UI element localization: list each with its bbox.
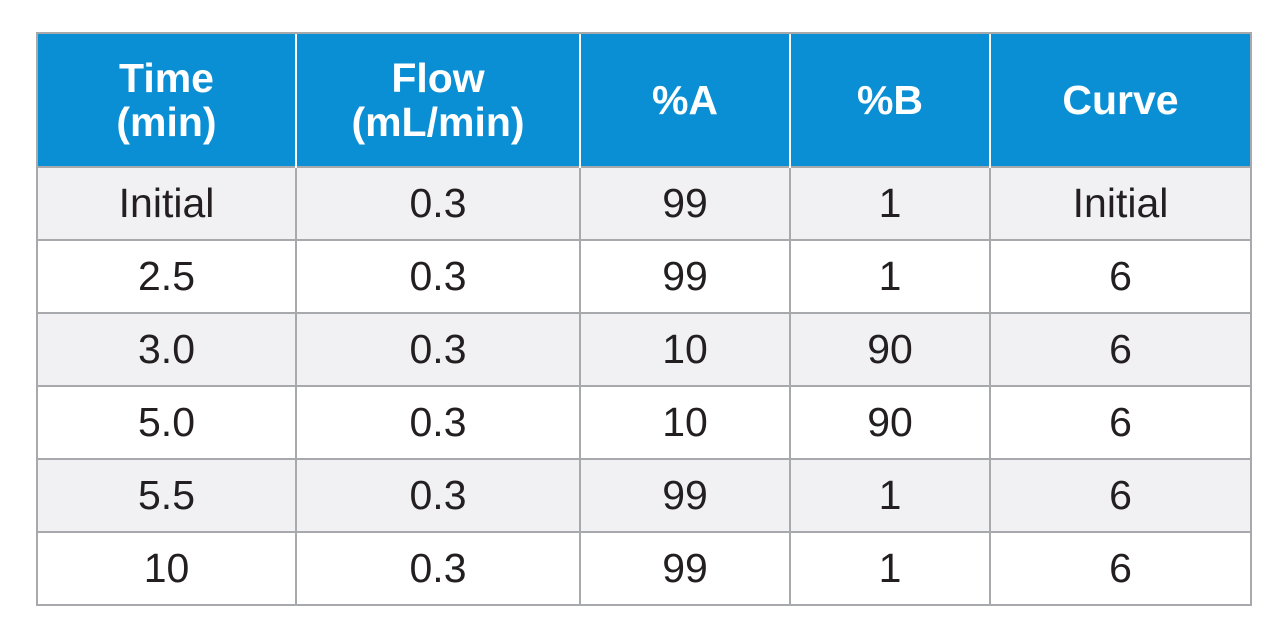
header-flow-label: Flow	[391, 55, 485, 101]
gradient-table-container: Time (min) Flow (mL/min) %A %B Curve	[36, 32, 1252, 606]
cell-curve: 6	[989, 531, 1252, 606]
cell-flow: 0.3	[295, 458, 581, 533]
header-flow: Flow (mL/min)	[295, 32, 580, 167]
cell-percent-b: 1	[789, 239, 991, 314]
cell-percent-a: 99	[579, 166, 791, 241]
cell-percent-b: 1	[789, 166, 991, 241]
header-flow-unit: (mL/min)	[351, 99, 525, 145]
cell-curve: Initial	[989, 166, 1252, 241]
cell-time: 3.0	[36, 312, 297, 387]
header-percent-b: %B	[789, 32, 990, 167]
cell-percent-a: 99	[579, 239, 791, 314]
cell-time: 10	[36, 531, 297, 606]
cell-flow: 0.3	[295, 531, 581, 606]
header-time-label: Time	[119, 55, 214, 101]
cell-percent-a: 99	[579, 531, 791, 606]
cell-percent-b: 1	[789, 458, 991, 533]
table-row: 3.0 0.3 10 90 6	[36, 312, 1252, 387]
cell-percent-a: 10	[579, 312, 791, 387]
cell-flow: 0.3	[295, 166, 581, 241]
header-row: Time (min) Flow (mL/min) %A %B Curve	[36, 32, 1252, 167]
header-percent-a-label: %A	[651, 77, 719, 123]
header-curve: Curve	[989, 32, 1252, 167]
cell-percent-a: 99	[579, 458, 791, 533]
cell-percent-a: 10	[579, 385, 791, 460]
cell-curve: 6	[989, 385, 1252, 460]
cell-time: Initial	[36, 166, 297, 241]
table-row: 2.5 0.3 99 1 6	[36, 239, 1252, 314]
cell-curve: 6	[989, 239, 1252, 314]
table-row: 5.0 0.3 10 90 6	[36, 385, 1252, 460]
header-time-unit: (min)	[116, 99, 217, 145]
table-row: 10 0.3 99 1 6	[36, 531, 1252, 606]
cell-percent-b: 1	[789, 531, 991, 606]
gradient-table: Time (min) Flow (mL/min) %A %B Curve	[36, 32, 1252, 606]
cell-time: 5.0	[36, 385, 297, 460]
cell-percent-b: 90	[789, 385, 991, 460]
header-percent-a: %A	[579, 32, 790, 167]
cell-time: 5.5	[36, 458, 297, 533]
cell-time: 2.5	[36, 239, 297, 314]
cell-flow: 0.3	[295, 239, 581, 314]
header-percent-b-label: %B	[856, 77, 924, 123]
cell-curve: 6	[989, 458, 1252, 533]
cell-percent-b: 90	[789, 312, 991, 387]
cell-flow: 0.3	[295, 312, 581, 387]
header-time: Time (min)	[36, 32, 296, 167]
table-row: 5.5 0.3 99 1 6	[36, 458, 1252, 533]
cell-flow: 0.3	[295, 385, 581, 460]
header-curve-label: Curve	[1062, 77, 1179, 123]
table-row: Initial 0.3 99 1 Initial	[36, 166, 1252, 241]
cell-curve: 6	[989, 312, 1252, 387]
